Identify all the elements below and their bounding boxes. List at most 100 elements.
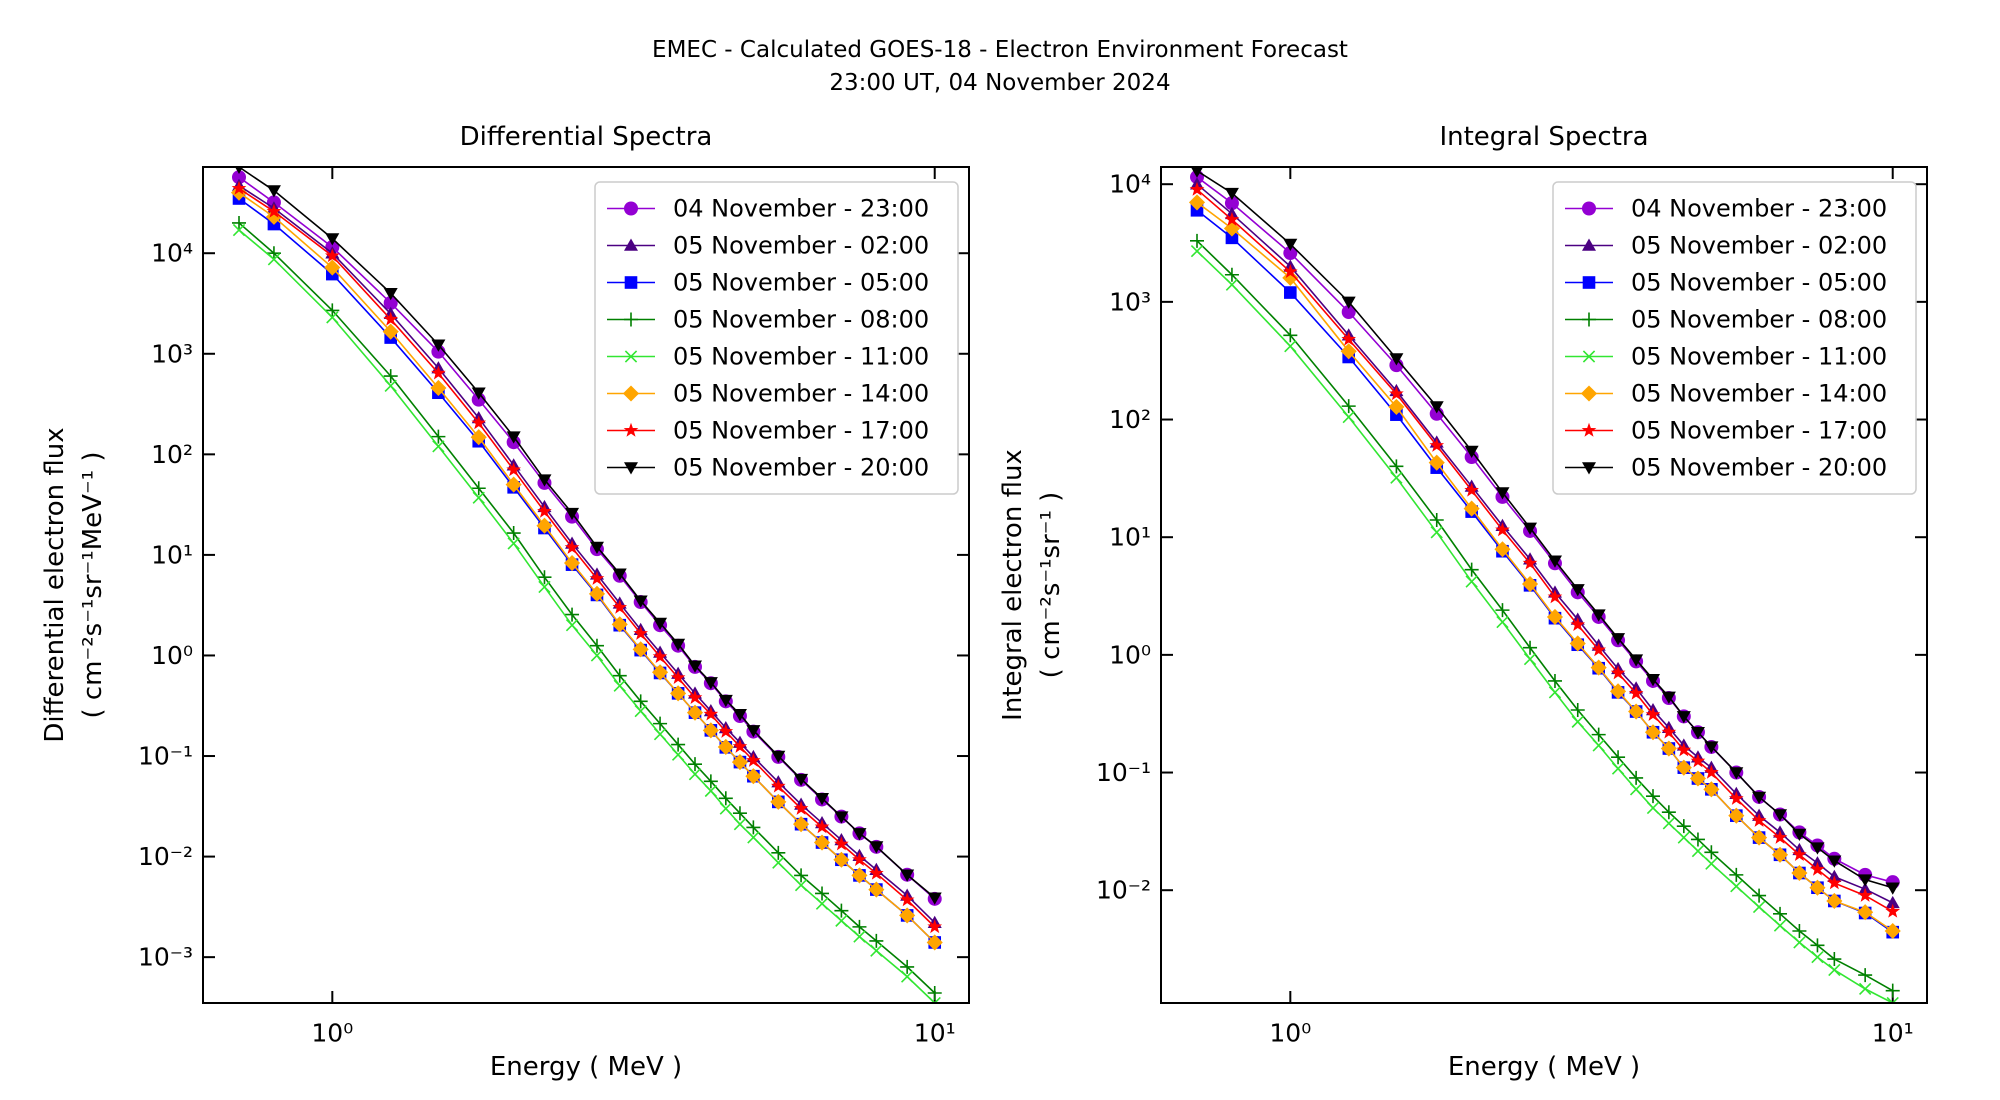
marker (1884, 922, 1901, 940)
marker (1857, 904, 1874, 921)
marker (1662, 817, 1676, 830)
marker (1463, 500, 1480, 517)
axes-frame (202, 166, 970, 1004)
marker (537, 570, 552, 585)
marker (1224, 196, 1239, 211)
marker (835, 914, 848, 927)
marker (1547, 555, 1562, 568)
y-tick-label: 10² (1109, 405, 1151, 434)
marker (1810, 842, 1825, 855)
marker (793, 800, 809, 815)
marker (506, 462, 521, 477)
marker (868, 881, 885, 898)
marker (382, 323, 399, 340)
marker (1728, 807, 1745, 824)
marker (266, 185, 281, 198)
marker (1792, 828, 1807, 842)
marker (1225, 278, 1239, 291)
marker (588, 585, 606, 602)
marker (834, 903, 849, 918)
marker (1676, 819, 1691, 834)
marker (1582, 312, 1596, 327)
x-tick-label: 10¹ (1872, 1019, 1914, 1048)
marker (267, 253, 281, 266)
figure-title: EMEC - Calculated GOES-18 - Electron Env… (652, 37, 1348, 63)
marker (794, 773, 809, 787)
marker (852, 919, 867, 934)
marker (671, 638, 686, 652)
marker (1677, 831, 1690, 844)
marker (899, 892, 915, 907)
marker (383, 369, 398, 384)
marker (733, 818, 747, 831)
legend-label: 05 November - 02:00 (1631, 232, 1887, 260)
marker (1283, 238, 1298, 252)
marker (324, 259, 341, 276)
legend-label: 05 November - 20:00 (1631, 454, 1887, 482)
marker (1341, 399, 1356, 414)
marker (633, 625, 648, 640)
marker (671, 737, 686, 752)
marker (653, 716, 668, 731)
marker (1546, 608, 1564, 626)
marker (670, 685, 687, 702)
legend-label: 05 November - 02:00 (673, 232, 929, 260)
marker (431, 429, 446, 444)
marker (1827, 855, 1842, 868)
marker (430, 379, 447, 397)
marker (1885, 903, 1901, 918)
marker (1547, 673, 1562, 688)
y-tick-label: 10³ (151, 339, 193, 368)
marker (1389, 353, 1404, 366)
marker (622, 385, 640, 402)
marker (1752, 791, 1767, 804)
marker (1581, 422, 1597, 437)
marker (1885, 983, 1900, 998)
marker (1690, 726, 1705, 740)
marker (612, 599, 628, 614)
marker (565, 507, 580, 521)
marker (1661, 691, 1676, 704)
marker (1590, 659, 1607, 676)
marker (1224, 187, 1239, 201)
marker (1858, 968, 1873, 983)
marker (1810, 861, 1825, 876)
marker (624, 276, 638, 289)
marker (1772, 829, 1788, 844)
marker (383, 311, 399, 326)
legend-label: 05 November - 08:00 (673, 306, 929, 334)
marker (1886, 996, 1899, 1003)
marker (1225, 231, 1239, 245)
marker (633, 595, 648, 608)
marker (853, 930, 866, 943)
marker (472, 491, 485, 504)
marker (589, 570, 605, 585)
marker (1791, 864, 1808, 882)
marker (1570, 617, 1586, 632)
marker (813, 834, 831, 851)
marker (1773, 809, 1788, 822)
figure-subtitle: 23:00 UT, 04 November 2024 (829, 70, 1170, 96)
marker (324, 248, 340, 263)
marker (1729, 867, 1744, 882)
marker (470, 429, 487, 446)
marker (1465, 575, 1478, 588)
marker (232, 223, 246, 237)
marker (1283, 328, 1298, 343)
marker (1771, 846, 1789, 863)
marker (1629, 770, 1644, 785)
marker (1675, 759, 1692, 776)
marker (1522, 555, 1538, 570)
marker (431, 365, 446, 380)
marker (719, 802, 732, 815)
marker (1340, 343, 1357, 360)
x-tick-label: 10⁰ (1269, 1019, 1311, 1048)
marker (1792, 847, 1807, 862)
marker (471, 481, 486, 496)
marker (703, 677, 718, 690)
marker (1388, 398, 1405, 415)
marker (624, 462, 638, 475)
marker (1523, 652, 1537, 666)
marker (1282, 264, 1298, 279)
